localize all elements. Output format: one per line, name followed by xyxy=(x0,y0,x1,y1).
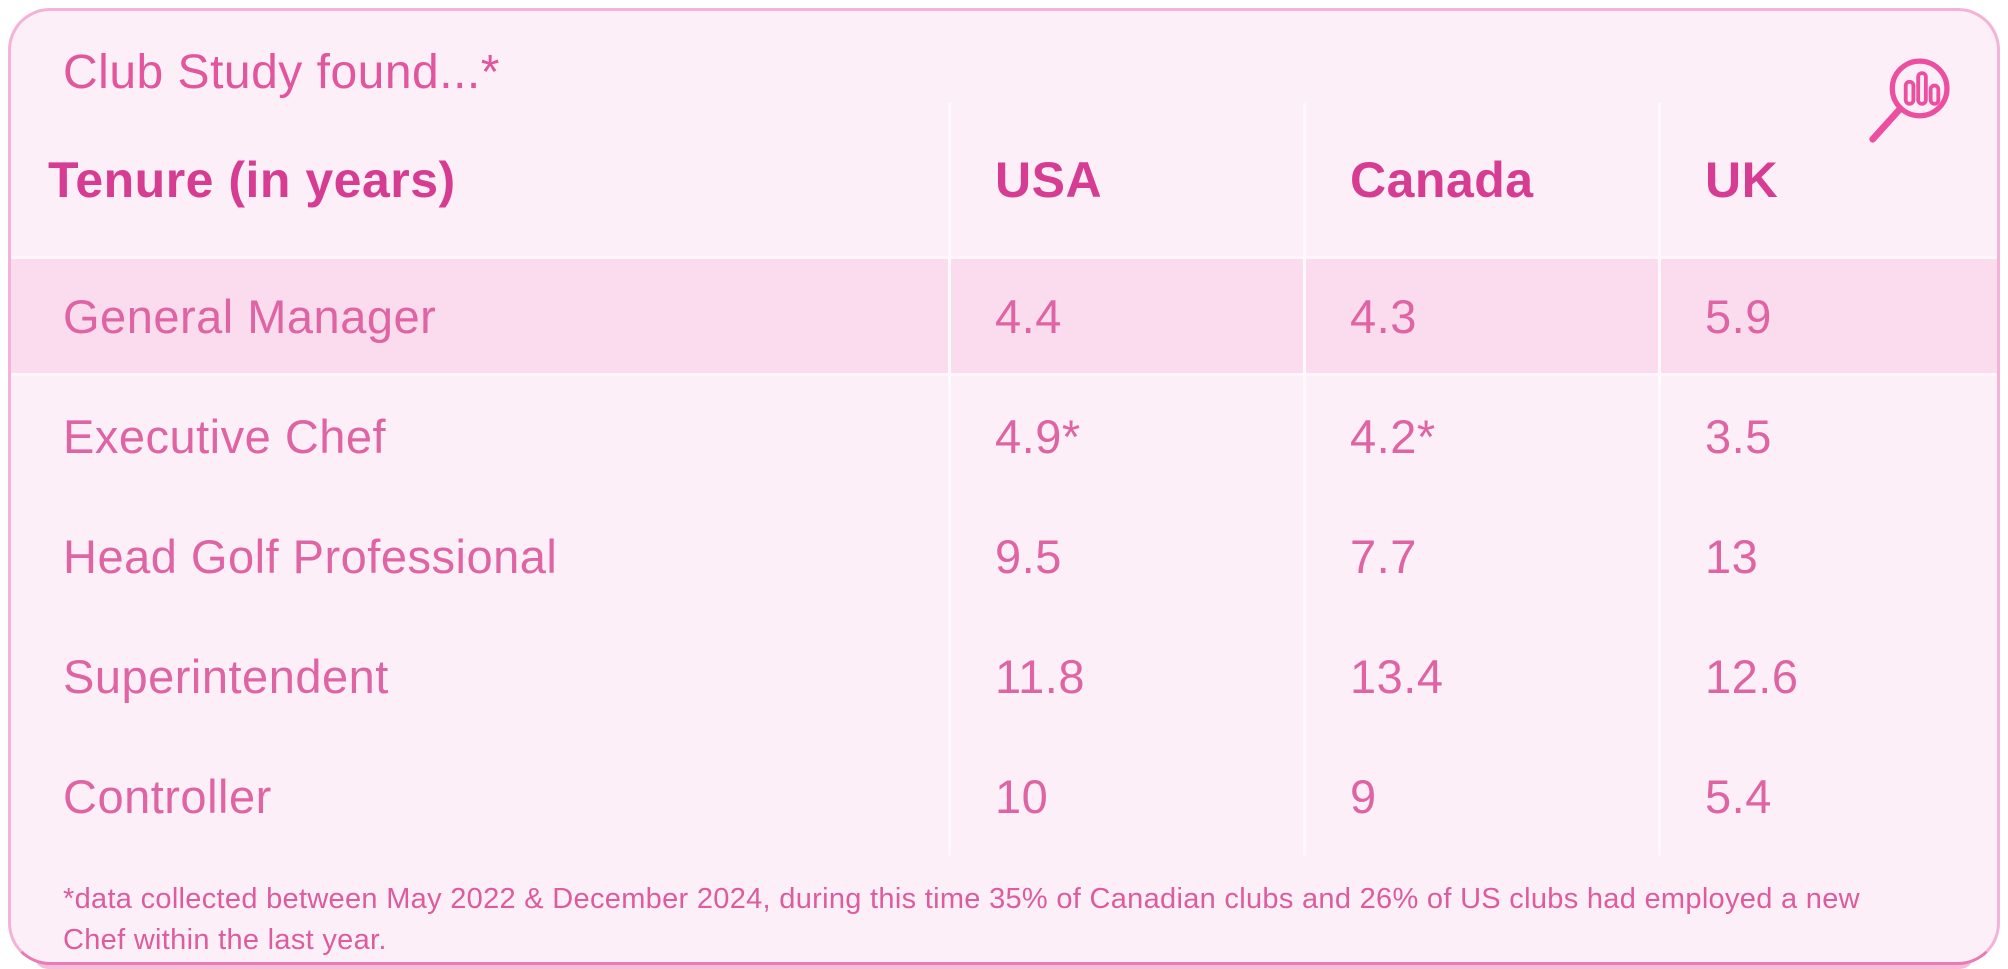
club-study-card: Club Study found...* Tenure (in years) U… xyxy=(8,8,2000,965)
table-header-row: Tenure (in years) USA Canada UK xyxy=(11,103,1997,256)
value-usa: 4.9* xyxy=(948,376,1303,496)
table-row-controller: Controller 10 9 5.4 xyxy=(11,736,1997,856)
value-usa: 9.5 xyxy=(948,496,1303,616)
column-header-uk: UK xyxy=(1658,103,1997,256)
row-label: General Manager xyxy=(11,256,948,376)
row-label: Superintendent xyxy=(63,649,389,703)
column-header-usa: USA xyxy=(948,103,1303,256)
value-canada: 9 xyxy=(1303,736,1658,856)
page-title: Club Study found...* xyxy=(63,46,500,99)
value-usa: 10 xyxy=(948,736,1303,856)
table-row-general-manager: General Manager 4.4 4.3 5.9 xyxy=(11,256,1997,376)
row-label: Controller xyxy=(63,769,272,823)
value-canada: 7.7 xyxy=(1303,496,1658,616)
row-label: Executive Chef xyxy=(63,409,387,463)
footnote-text: *data collected between May 2022 & Decem… xyxy=(63,883,1860,956)
table-row-superintendent: Superintendent 11.8 13.4 12.6 xyxy=(11,616,1997,736)
value-uk: 5.4 xyxy=(1658,736,1997,856)
value-usa: 4.4 xyxy=(948,256,1303,376)
value-uk: 5.9 xyxy=(1658,256,1997,376)
table-row-head-golf-professional: Head Golf Professional 9.5 7.7 13 xyxy=(11,496,1997,616)
value-canada: 4.2* xyxy=(1303,376,1658,496)
value-usa: 11.8 xyxy=(948,616,1303,736)
value-canada: 13.4 xyxy=(1303,616,1658,736)
column-header-canada: Canada xyxy=(1303,103,1658,256)
value-canada: 4.3 xyxy=(1303,256,1658,376)
column-header-tenure: Tenure (in years) xyxy=(48,151,456,208)
tenure-table: Tenure (in years) USA Canada UK General … xyxy=(11,103,1997,856)
row-label: Head Golf Professional xyxy=(63,529,558,583)
value-uk: 3.5 xyxy=(1658,376,1997,496)
value-uk: 13 xyxy=(1658,496,1997,616)
table-row-executive-chef: Executive Chef 4.9* 4.2* 3.5 xyxy=(11,376,1997,496)
magnifier-bar-chart-icon xyxy=(1863,53,1959,145)
value-uk: 12.6 xyxy=(1658,616,1997,736)
